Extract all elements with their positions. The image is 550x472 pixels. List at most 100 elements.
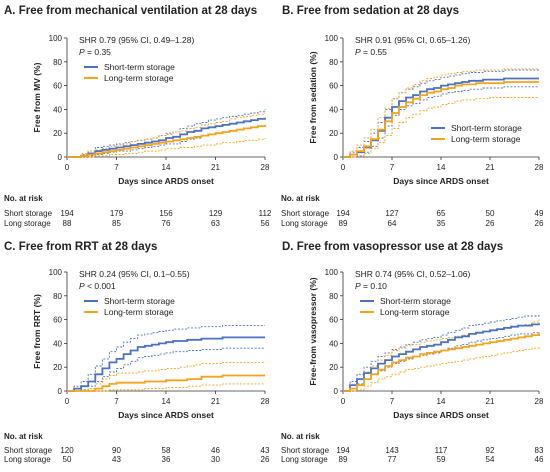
x-tick-label: 7 bbox=[114, 397, 119, 406]
risk-table-header: No. at risk bbox=[281, 432, 320, 441]
y-tick-label: 20 bbox=[53, 363, 62, 372]
risk-value: 127 bbox=[385, 209, 399, 218]
risk-value: 30 bbox=[211, 455, 220, 464]
x-tick-label: 14 bbox=[162, 163, 171, 172]
y-tick-label: 100 bbox=[325, 268, 339, 277]
x-tick-label: 28 bbox=[261, 163, 270, 172]
y-tick-label: 80 bbox=[329, 292, 338, 301]
y-tick-label: 0 bbox=[334, 387, 339, 396]
y-tick-label: 80 bbox=[329, 58, 338, 67]
x-axis-label: Days since ARDS onset bbox=[118, 176, 214, 186]
x-tick-label: 28 bbox=[535, 163, 544, 172]
x-tick-label: 0 bbox=[341, 397, 346, 406]
short-storage-ci-upper bbox=[343, 314, 540, 392]
panel-a: A. Free from mechanical ventilation at 2… bbox=[4, 5, 272, 228]
risk-value: 117 bbox=[435, 446, 448, 455]
x-tick-label: 0 bbox=[341, 163, 346, 172]
y-tick-label: 60 bbox=[329, 316, 338, 325]
risk-value: 90 bbox=[112, 446, 121, 455]
legend-label-long: Long-term storage bbox=[104, 307, 174, 317]
y-tick-label: 40 bbox=[53, 105, 62, 114]
legend-label-short: Short-term storage bbox=[380, 296, 451, 306]
y-tick-label: 40 bbox=[53, 339, 62, 348]
short-storage-curve bbox=[67, 336, 265, 392]
p-label: P bbox=[79, 281, 85, 291]
p-value-text: P = 0.10 bbox=[355, 281, 387, 291]
y-tick-label: 100 bbox=[325, 34, 339, 43]
x-axis-label: Days since ARDS onset bbox=[393, 410, 489, 420]
risk-value: 36 bbox=[162, 455, 171, 464]
x-tick-label: 21 bbox=[211, 163, 220, 172]
x-tick-label: 7 bbox=[390, 397, 395, 406]
p-value-text: P = 0.55 bbox=[355, 47, 387, 57]
long-storage-ci-lower bbox=[343, 347, 540, 392]
risk-value: 35 bbox=[437, 219, 446, 228]
x-tick-label: 21 bbox=[486, 163, 495, 172]
p-value: = 0.55 bbox=[361, 47, 388, 57]
y-tick-label: 80 bbox=[53, 58, 62, 67]
y-tick-label: 80 bbox=[53, 292, 62, 301]
risk-value: 156 bbox=[159, 209, 173, 218]
p-label: P bbox=[355, 47, 361, 57]
long-storage-curve bbox=[343, 332, 540, 392]
long-storage-ci-upper bbox=[343, 68, 539, 158]
risk-value: 63 bbox=[211, 219, 220, 228]
x-tick-label: 21 bbox=[486, 397, 495, 406]
y-tick-label: 40 bbox=[329, 339, 338, 348]
y-tick-label: 100 bbox=[49, 34, 63, 43]
x-tick-label: 14 bbox=[162, 397, 171, 406]
y-tick-label: 60 bbox=[53, 316, 62, 325]
y-tick-label: 20 bbox=[329, 363, 338, 372]
risk-value: 120 bbox=[60, 446, 74, 455]
long-storage-ci-lower bbox=[343, 97, 539, 158]
p-value: < 0.001 bbox=[85, 281, 116, 291]
risk-value: 77 bbox=[388, 455, 397, 464]
risk-value: 194 bbox=[336, 209, 350, 218]
y-tick-label: 60 bbox=[53, 82, 62, 91]
x-tick-label: 14 bbox=[437, 163, 446, 172]
panel-title: D. Free from vasopressor use at 28 days bbox=[282, 241, 503, 253]
risk-row-label: Short storage bbox=[281, 209, 330, 218]
risk-value: 194 bbox=[60, 209, 74, 218]
p-value-text: P = 0.35 bbox=[79, 47, 111, 57]
long-storage-curve bbox=[343, 81, 539, 158]
x-tick-label: 28 bbox=[261, 397, 270, 406]
y-tick-label: 60 bbox=[329, 82, 338, 91]
shr-text: SHR 0.91 (95% CI, 0.65–1.26) bbox=[355, 35, 470, 45]
panel-title: A. Free from mechanical ventilation at 2… bbox=[4, 5, 257, 17]
x-axis-label: Days since ARDS onset bbox=[393, 176, 489, 186]
risk-value: 26 bbox=[535, 219, 544, 228]
risk-value: 112 bbox=[259, 209, 272, 218]
risk-value: 46 bbox=[211, 446, 220, 455]
x-axis-label: Days since ARDS onset bbox=[118, 410, 214, 420]
y-tick-label: 0 bbox=[58, 387, 63, 396]
x-tick-label: 0 bbox=[65, 163, 70, 172]
x-tick-label: 21 bbox=[211, 397, 220, 406]
long-storage-curve bbox=[67, 374, 265, 392]
shr-text: SHR 0.24 (95% CI, 0.1–0.55) bbox=[79, 269, 190, 279]
legend-label-long: Long-term storage bbox=[380, 307, 450, 317]
x-tick-label: 0 bbox=[65, 397, 70, 406]
legend-label-short: Short-term storage bbox=[104, 296, 175, 306]
risk-value: 129 bbox=[209, 209, 223, 218]
risk-value: 58 bbox=[162, 446, 171, 455]
p-value-text: P < 0.001 bbox=[79, 281, 116, 291]
long-storage-ci-upper bbox=[67, 361, 265, 392]
x-tick-label: 14 bbox=[437, 397, 446, 406]
y-tick-label: 20 bbox=[53, 129, 62, 138]
p-value: = 0.10 bbox=[361, 281, 388, 291]
risk-value: 49 bbox=[535, 209, 544, 218]
risk-value: 194 bbox=[336, 446, 350, 455]
risk-value: 92 bbox=[486, 446, 495, 455]
risk-value: 85 bbox=[112, 219, 121, 228]
p-label: P bbox=[355, 281, 361, 291]
short-storage-curve bbox=[67, 117, 266, 158]
risk-table-header: No. at risk bbox=[4, 432, 43, 441]
long-storage-ci-lower bbox=[67, 138, 266, 158]
risk-value: 64 bbox=[388, 219, 397, 228]
panel-title: C. Free from RRT at 28 days bbox=[4, 241, 157, 253]
legend-label-long: Long-term storage bbox=[104, 73, 174, 83]
y-axis-label: Free from RRT (%) bbox=[32, 294, 42, 369]
risk-value: 50 bbox=[63, 455, 72, 464]
y-tick-label: 40 bbox=[329, 105, 338, 114]
